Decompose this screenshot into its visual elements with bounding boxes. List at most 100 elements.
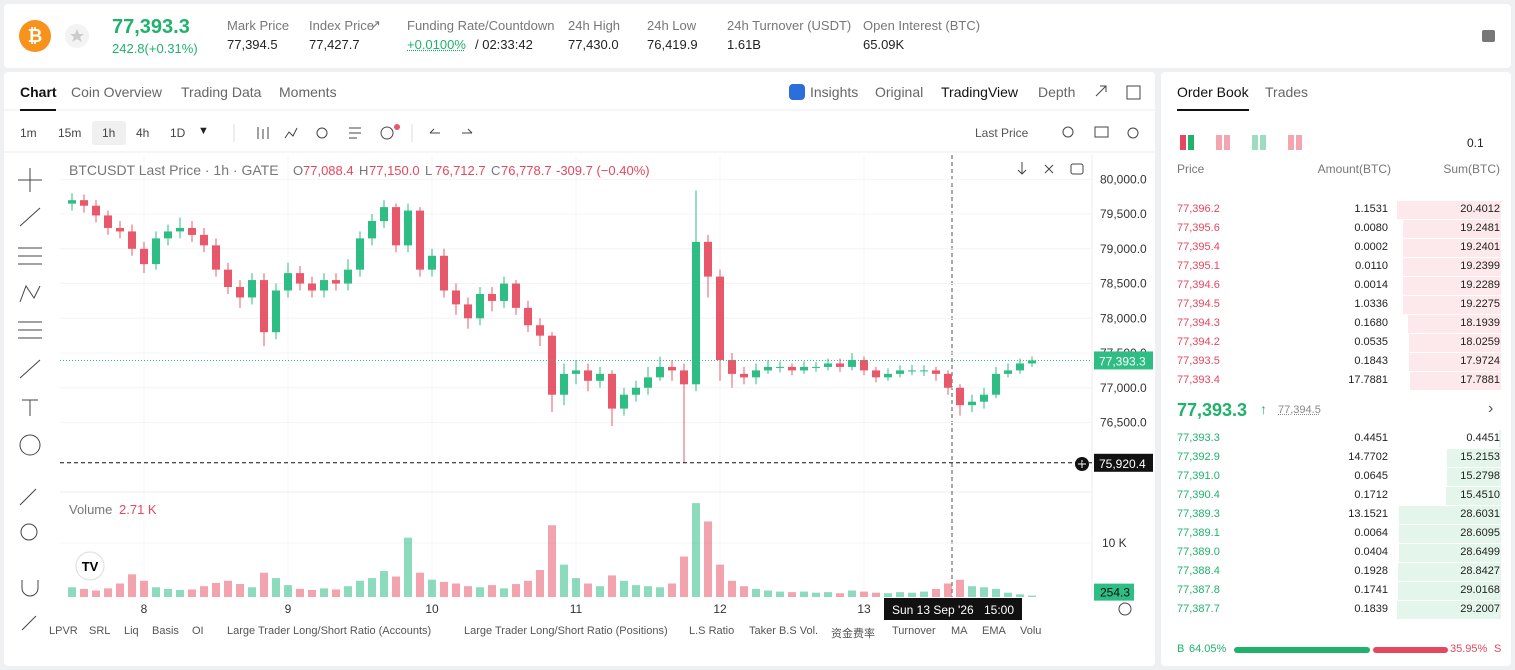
step[interactable]: 0.1 [1467,136,1484,150]
indicator[interactable]: Turnover [892,625,936,637]
chevron[interactable]: › [1488,400,1494,417]
book-price[interactable]: 77,393.4 [1177,374,1220,386]
candle-body [608,373,616,409]
book-price[interactable]: 77,395.1 [1177,260,1220,272]
volume-bar [380,571,388,597]
volume-bar [620,580,628,597]
book-price[interactable]: 77,394.2 [1177,336,1220,348]
candle-body [908,370,916,372]
view-tab[interactable]: Original [875,84,924,100]
book-price[interactable]: 77,391.0 [1177,470,1220,482]
book-price[interactable]: 77,390.4 [1177,489,1220,501]
indicator[interactable]: LPVR [49,625,78,637]
interval[interactable]: 1m [20,126,37,140]
volume-bar [140,580,148,597]
book-price[interactable]: 77,389.0 [1177,546,1220,558]
book-price[interactable]: 77,392.9 [1177,451,1220,463]
candle-body [980,394,988,402]
price-source[interactable]: Last Price [975,126,1029,140]
view-tab[interactable]: Depth [1038,84,1076,100]
settings-icon[interactable] [1118,602,1132,616]
indicator[interactable]: Liq [124,625,139,637]
book-price[interactable]: 77,389.1 [1177,527,1220,539]
depth-bar [1402,296,1501,314]
candle-body [848,359,856,367]
indicator[interactable]: EMA [982,625,1006,637]
book-tab[interactable]: Trades [1265,84,1309,100]
volume-bar [260,572,268,597]
layout-icon[interactable] [1288,135,1294,150]
book-sum: 28.8427 [1460,565,1500,577]
book-price[interactable]: 77,395.4 [1177,241,1220,253]
layout-icon[interactable] [1180,135,1186,150]
book-price[interactable]: 77,395.6 [1177,222,1220,234]
interval[interactable]: 4h [136,126,150,140]
volume-tag-label: 254.3 [1100,586,1130,600]
indicator[interactable]: MA [951,625,968,637]
candle-body [164,231,172,239]
indicator[interactable]: L.S Ratio [689,625,735,637]
tab[interactable]: Trading Data [181,84,262,100]
candle-body [176,227,184,232]
depth-bar [1499,430,1501,448]
indicator[interactable]: Basis [152,625,179,637]
ratio-bar-buy [1234,647,1370,653]
interval[interactable]: 15m [58,126,82,140]
book-price[interactable]: 77,393.3 [1177,432,1220,444]
book-price[interactable]: 77,393.5 [1177,355,1220,367]
indicator[interactable]: Large Trader Long/Short Ratio (Positions… [464,625,668,637]
volume-bar [788,592,796,597]
menu-icon[interactable] [1482,30,1495,42]
tab[interactable]: Chart [20,84,57,100]
book-price[interactable]: 77,394.3 [1177,317,1220,329]
book-sum: 28.6095 [1460,527,1500,539]
stat-label: Open Interest (BTC) [863,18,981,33]
indicator[interactable]: Taker B.S Vol. [749,625,819,637]
volume-bar [836,593,844,597]
book-amount: 0.1741 [1354,584,1388,596]
view-tab[interactable]: TradingView [941,84,1019,100]
dropdown: ▼ [198,125,209,137]
book-amount: 17.7881 [1348,374,1388,386]
volume-bar [872,592,880,597]
depth-bar [1398,563,1501,581]
candle-body [392,207,400,246]
layout-icon[interactable] [1252,135,1258,150]
candle-body [1004,370,1012,374]
depth-bar [1409,334,1501,352]
book-price[interactable]: 77,388.4 [1177,565,1220,577]
candle-body [788,366,796,371]
candle-body [512,283,520,308]
indicator[interactable]: OI [192,625,204,637]
candle-body [140,248,148,265]
volume-bar [500,588,508,597]
book-price[interactable]: 77,394.5 [1177,298,1220,310]
volume-bar [416,572,424,597]
x-tick-label: 10 [425,602,439,616]
window-icon[interactable] [1126,85,1141,100]
indicator[interactable]: 资金费率 [831,628,875,640]
tab[interactable]: Coin Overview [71,84,163,100]
book-price[interactable]: 77,394.6 [1177,279,1220,291]
candle-body [68,200,76,204]
layout-icon[interactable] [1216,135,1222,150]
indicator[interactable]: Volu [1020,625,1042,637]
interval[interactable]: 1h [102,126,116,140]
interval[interactable]: 1D [170,126,186,140]
book-price[interactable]: 77,387.7 [1177,603,1220,615]
candle-body [188,227,196,235]
view-tab[interactable]: Insights [810,84,859,100]
price-tag [1094,453,1153,472]
book-price[interactable]: 77,387.8 [1177,584,1220,596]
indicator[interactable]: Large Trader Long/Short Ratio (Accounts) [227,625,432,637]
book-tab[interactable]: Order Book [1177,84,1249,100]
book-price[interactable]: 77,389.3 [1177,508,1220,520]
book-price[interactable]: 77,396.2 [1177,203,1220,215]
indicator[interactable]: SRL [89,625,111,637]
tab[interactable]: Moments [279,84,337,100]
expand-icon[interactable] [1095,85,1107,97]
volume-bar [680,556,688,597]
candle-body [152,238,160,265]
mid-arrow: ↑ [1260,401,1267,417]
volume-bar [848,590,856,597]
